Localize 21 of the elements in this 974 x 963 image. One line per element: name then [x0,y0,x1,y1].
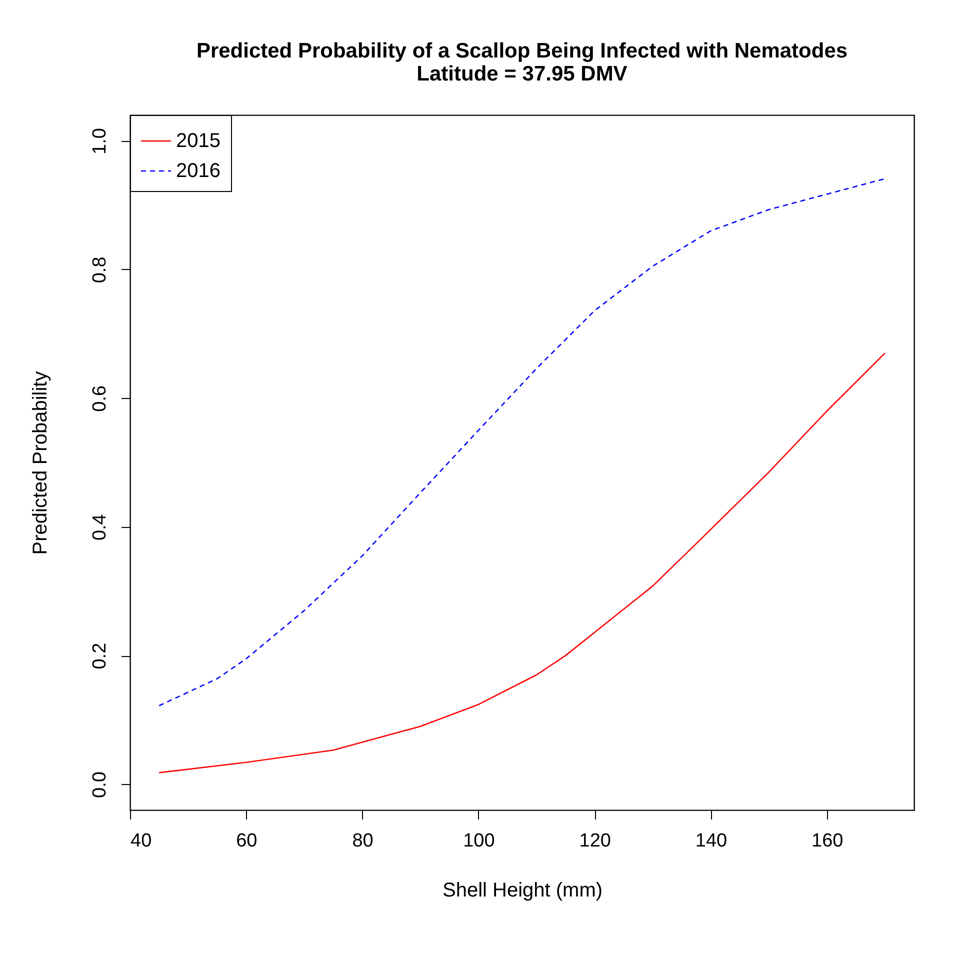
y-tick-label: 0.6 [90,385,110,412]
y-tick-label: 0.2 [90,642,110,670]
y-tick-label: 1.0 [90,128,110,154]
x-axis-title: Shell Height (mm) [442,880,603,902]
line-series [158,352,886,774]
x-tick-label: 60 [236,830,258,852]
x-tick-label: 160 [812,830,844,852]
x-tick-label: 40 [130,830,152,852]
legend-label: 2015 [176,130,220,152]
y-tick-label: 0.4 [90,514,110,541]
chart-subtitle: Latitude = 37.95 DMV [416,62,628,86]
y-tick-label: 0.0 [90,772,110,798]
x-tick-label: 80 [352,830,374,852]
x-tick-label: 140 [695,830,728,852]
x-tick-label: 100 [463,830,495,852]
y-axis-title: Predicted Probability [30,371,52,555]
x-tick-label: 120 [579,830,611,852]
line-series [158,178,886,706]
chart-title: Predicted Probability of a Scallop Being Infected with Nematodes [196,40,848,62]
y-tick-label: 0.8 [90,256,110,284]
legend-label: 2016 [176,160,220,182]
